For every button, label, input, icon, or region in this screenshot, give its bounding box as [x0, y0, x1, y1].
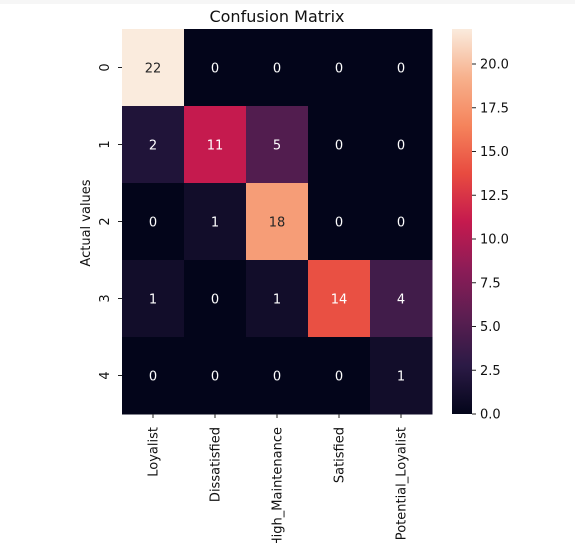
heatmap-cell: [246, 260, 309, 338]
y-tick-label: 3: [98, 294, 113, 302]
heatmap-cell: [246, 106, 309, 184]
heatmap-cell: [122, 260, 185, 338]
heatmap-cell: [246, 29, 309, 107]
x-axis-ticks: Loyalist Dissatisfied High_Maintenance Sati…: [147, 414, 410, 543]
colorbar-tick-label: 0.0: [480, 408, 501, 423]
heatmap-cell-value: 22: [145, 62, 162, 77]
heatmap-cell-value: 14: [331, 293, 348, 308]
heatmap-cell: [122, 106, 185, 184]
heatmap-cell-value: 0: [273, 370, 281, 385]
colorbar-tick-label: 12.5: [480, 189, 509, 204]
heatmap-cell-value: 1: [211, 216, 219, 231]
heatmap-cell: [308, 337, 371, 415]
heatmap-cell: [246, 183, 309, 261]
heatmap-cell-value: 0: [397, 216, 405, 231]
heatmap-cell-value: 1: [273, 293, 281, 308]
y-tick-label: 2: [98, 217, 113, 225]
heatmap-cell-value: 0: [335, 370, 343, 385]
x-tick-label: High_Maintenance: [271, 427, 286, 543]
colorbar-tick-label: 5.0: [480, 320, 501, 335]
colorbar: 0.0 2.5 5.0 7.5 10.0 12.5 15.0 17.5 20.0: [452, 29, 509, 423]
heatmap-cell: [308, 183, 371, 261]
colorbar-tick-label: 2.5: [480, 364, 501, 379]
window-top-strip: [0, 0, 575, 4]
colorbar-tick-label: 20.0: [480, 58, 509, 73]
heatmap-cells: [122, 29, 433, 415]
heatmap-cell-value: 11: [207, 139, 224, 154]
heatmap-cell: [308, 106, 371, 184]
heatmap-cell: [308, 29, 371, 107]
heatmap-cell-value: 0: [149, 216, 157, 231]
heatmap-cell-value: 0: [335, 62, 343, 77]
y-axis-label: Actual values: [79, 179, 94, 266]
heatmap-cell-value: 2: [149, 139, 157, 154]
heatmap-cell: [370, 260, 433, 338]
heatmap-cell-value: 18: [269, 216, 286, 231]
heatmap-cell: [370, 106, 433, 184]
heatmap-cell-value: 5: [273, 139, 281, 154]
heatmap-cell: [184, 260, 247, 338]
heatmap-cell-value: 0: [335, 216, 343, 231]
heatmap-cell: [308, 260, 371, 338]
colorbar-tick-label: 10.0: [480, 233, 509, 248]
heatmap-cell-labels: 22 0 0 0 0 2 11 5 0 0 0 1 18 0 0 1 0 1 14 4 0 0 0 0 1: [145, 62, 405, 385]
heatmap-cell-value: 0: [211, 293, 219, 308]
x-tick-label: Satisfied: [333, 427, 348, 483]
heatmap-cell: [184, 106, 247, 184]
x-tick-label: Loyalist: [147, 427, 162, 477]
colorbar-tick-label: 7.5: [480, 276, 501, 291]
heatmap-cell: [184, 337, 247, 415]
heatmap-cell-value: 0: [335, 139, 343, 154]
chart-title: Confusion Matrix: [209, 7, 344, 26]
heatmap-cell: [184, 29, 247, 107]
y-tick-label: 4: [98, 371, 113, 379]
heatmap-cell: [246, 337, 309, 415]
heatmap-cell: [184, 183, 247, 261]
heatmap-cell: [370, 29, 433, 107]
y-axis-ticks: 0 1 2 3 4: [98, 63, 122, 380]
heatmap-cell-value: 0: [149, 370, 157, 385]
y-tick-label: 1: [98, 140, 113, 148]
heatmap-cell-value: 0: [211, 62, 219, 77]
colorbar-gradient: [452, 29, 472, 414]
heatmap-cell: [370, 337, 433, 415]
colorbar-tick-label: 15.0: [480, 145, 509, 160]
heatmap-cell: [122, 337, 185, 415]
heatmap-cell: [122, 29, 185, 107]
heatmap-cell-value: 4: [397, 293, 405, 308]
heatmap-cell-value: 0: [397, 62, 405, 77]
heatmap-cell-value: 1: [397, 370, 405, 385]
x-tick-label: Potential_Loyalist: [395, 427, 410, 540]
heatmap-cell-value: 0: [211, 370, 219, 385]
heatmap-cell: [370, 183, 433, 261]
heatmap-cell-value: 0: [273, 62, 281, 77]
heatmap-cell: [122, 183, 185, 261]
heatmap-cell-value: 0: [397, 139, 405, 154]
x-tick-label: Dissatisfied: [209, 427, 224, 502]
colorbar-tick-label: 17.5: [480, 101, 509, 116]
heatmap-cell-value: 1: [149, 293, 157, 308]
y-tick-label: 0: [98, 63, 113, 71]
